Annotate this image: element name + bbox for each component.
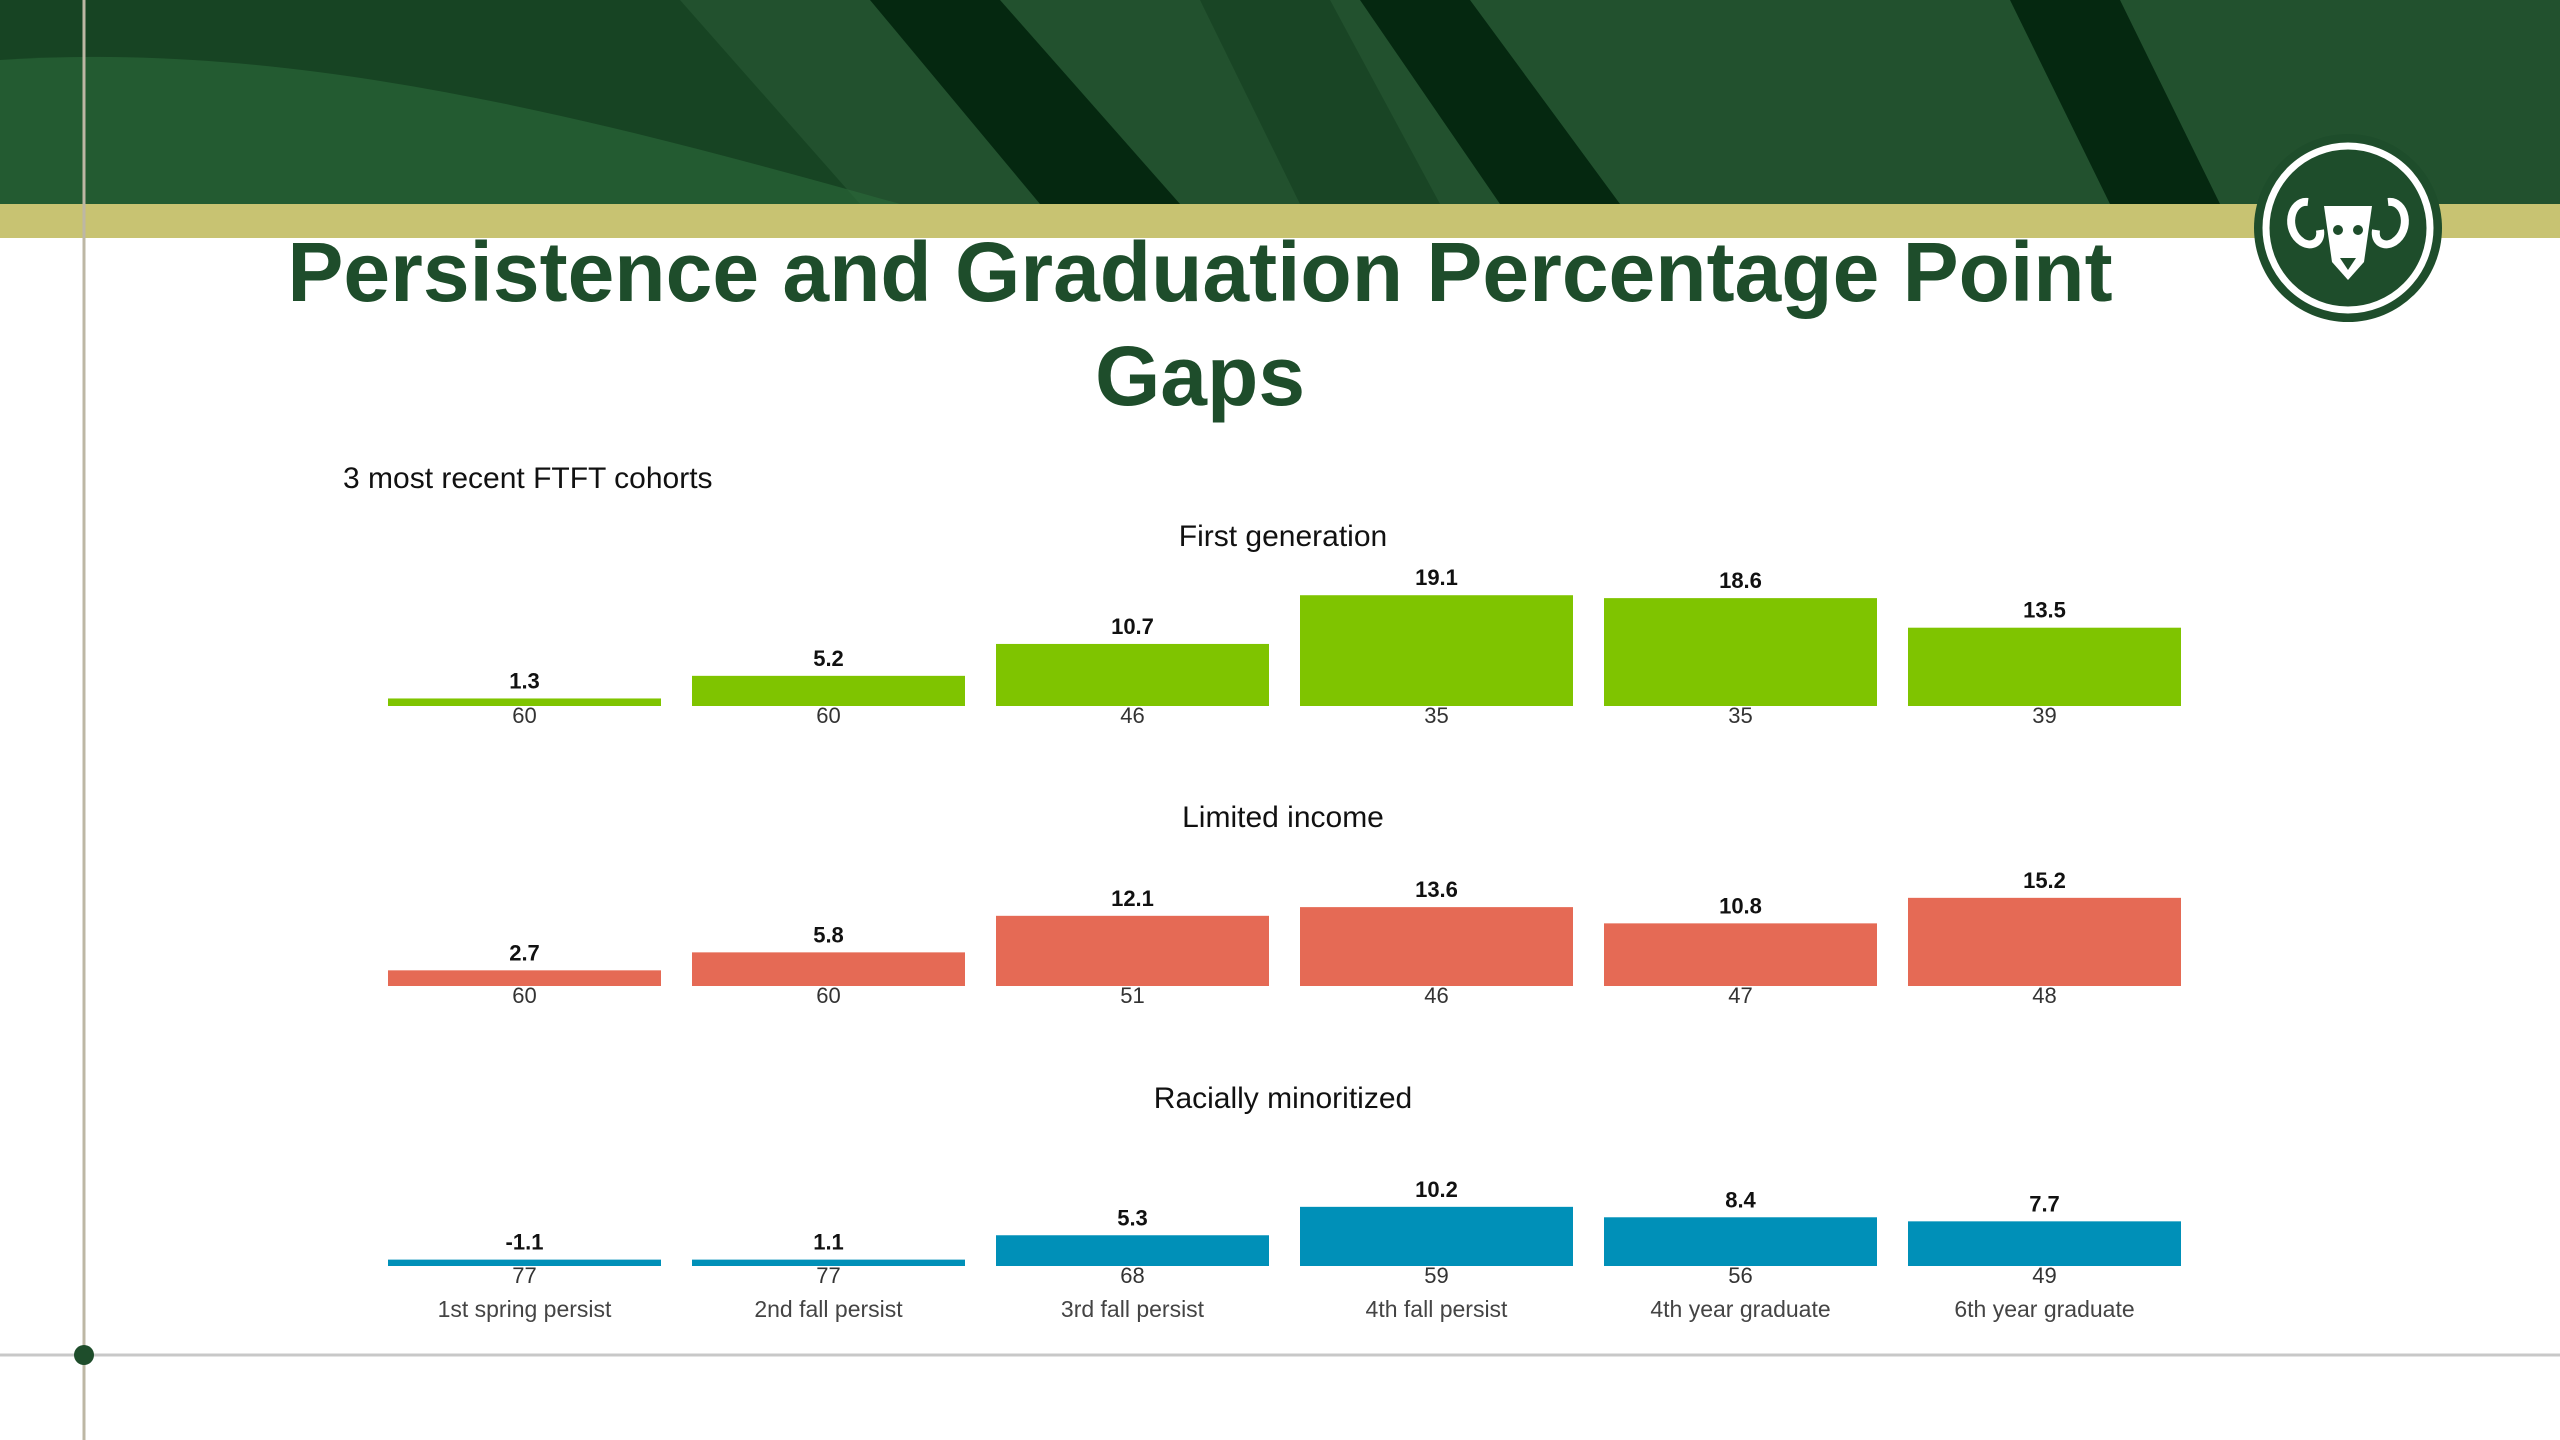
limited-income-chart-title: Limited income (1182, 801, 1384, 834)
racially-minoritized-value-label-5: 8.4 (1725, 1187, 1756, 1212)
first-generation-count-label-5: 35 (1728, 703, 1752, 728)
x-tick-label-2: 2nd fall persist (754, 1296, 903, 1322)
racially-minoritized-count-label-5: 56 (1728, 1263, 1752, 1288)
racially-minoritized-bar-2 (692, 1259, 965, 1266)
x-tick-label-3: 3rd fall persist (1061, 1296, 1205, 1322)
first-generation-value-label-4: 19.1 (1415, 565, 1458, 590)
first-generation-bar-3 (996, 643, 1269, 706)
racially-minoritized-bar-1 (388, 1259, 661, 1266)
limited-income-value-label-2: 5.8 (813, 922, 844, 947)
first-generation-bar-6 (1908, 627, 2181, 706)
racially-minoritized-bar-3 (996, 1235, 1269, 1266)
first-generation-bar-4 (1300, 595, 1573, 706)
first-generation-count-label-6: 39 (2032, 703, 2056, 728)
racially-minoritized-count-label-4: 59 (1424, 1263, 1448, 1288)
limited-income-value-label-1: 2.7 (509, 940, 540, 965)
first-generation-count-label-2: 60 (816, 703, 840, 728)
racially-minoritized-value-label-2: 1.1 (813, 1230, 844, 1255)
first-generation-bar-1 (388, 698, 661, 706)
first-generation-value-label-6: 13.5 (2023, 598, 2066, 623)
racially-minoritized-bar-4 (1300, 1206, 1573, 1266)
first-generation-count-label-1: 60 (512, 703, 536, 728)
limited-income-bar-1 (388, 970, 661, 986)
limited-income-value-label-3: 12.1 (1111, 886, 1154, 911)
limited-income-value-label-6: 15.2 (2023, 868, 2066, 893)
racially-minoritized-count-label-6: 49 (2032, 1263, 2056, 1288)
limited-income-bar-5 (1604, 923, 1877, 986)
first-generation-value-label-1: 1.3 (509, 668, 540, 693)
x-tick-label-5: 4th year graduate (1650, 1296, 1830, 1322)
first-generation-value-label-2: 5.2 (813, 646, 844, 671)
limited-income-bar-2 (692, 952, 965, 986)
racially-minoritized-value-label-3: 5.3 (1117, 1205, 1148, 1230)
first-generation-count-label-3: 46 (1120, 703, 1144, 728)
limited-income-count-label-2: 60 (816, 983, 840, 1008)
first-generation-value-label-5: 18.6 (1719, 568, 1762, 593)
limited-income-count-label-1: 60 (512, 983, 536, 1008)
limited-income-bar-3 (996, 915, 1269, 986)
limited-income-count-label-3: 51 (1120, 983, 1144, 1008)
racially-minoritized-count-label-1: 77 (512, 1263, 536, 1288)
limited-income-count-label-6: 48 (2032, 983, 2056, 1008)
x-tick-label-1: 1st spring persist (438, 1296, 612, 1322)
limited-income-count-label-4: 46 (1424, 983, 1448, 1008)
limited-income-bar-6 (1908, 897, 2181, 986)
racially-minoritized-value-label-6: 7.7 (2029, 1191, 2060, 1216)
limited-income-value-label-5: 10.8 (1719, 893, 1762, 918)
racially-minoritized-bar-6 (1908, 1221, 2181, 1266)
racially-minoritized-value-label-4: 10.2 (1415, 1177, 1458, 1202)
x-tick-label-4: 4th fall persist (1366, 1296, 1509, 1322)
first-generation-bar-5 (1604, 598, 1877, 706)
limited-income-count-label-5: 47 (1728, 983, 1752, 1008)
racially-minoritized-bar-5 (1604, 1217, 1877, 1266)
x-tick-label-6: 6th year graduate (1954, 1296, 2134, 1322)
first-generation-bar-2 (692, 675, 965, 706)
limited-income-bar-4 (1300, 907, 1573, 986)
first-generation-chart-title: First generation (1179, 520, 1387, 553)
first-generation-count-label-4: 35 (1424, 703, 1448, 728)
header-banner (0, 0, 2560, 238)
racially-minoritized-count-label-3: 68 (1120, 1263, 1144, 1288)
ram-logo-icon (2254, 134, 2442, 322)
racially-minoritized-chart-title: Racially minoritized (1154, 1082, 1412, 1115)
chart-subtitle: 3 most recent FTFT cohorts (343, 462, 713, 495)
racially-minoritized-value-label-1: -1.1 (506, 1230, 544, 1255)
first-generation-value-label-3: 10.7 (1111, 614, 1154, 639)
slide-title: Persistence and Graduation Percentage Po… (287, 225, 2113, 423)
limited-income-value-label-4: 13.6 (1415, 877, 1458, 902)
racially-minoritized-count-label-2: 77 (816, 1263, 840, 1288)
